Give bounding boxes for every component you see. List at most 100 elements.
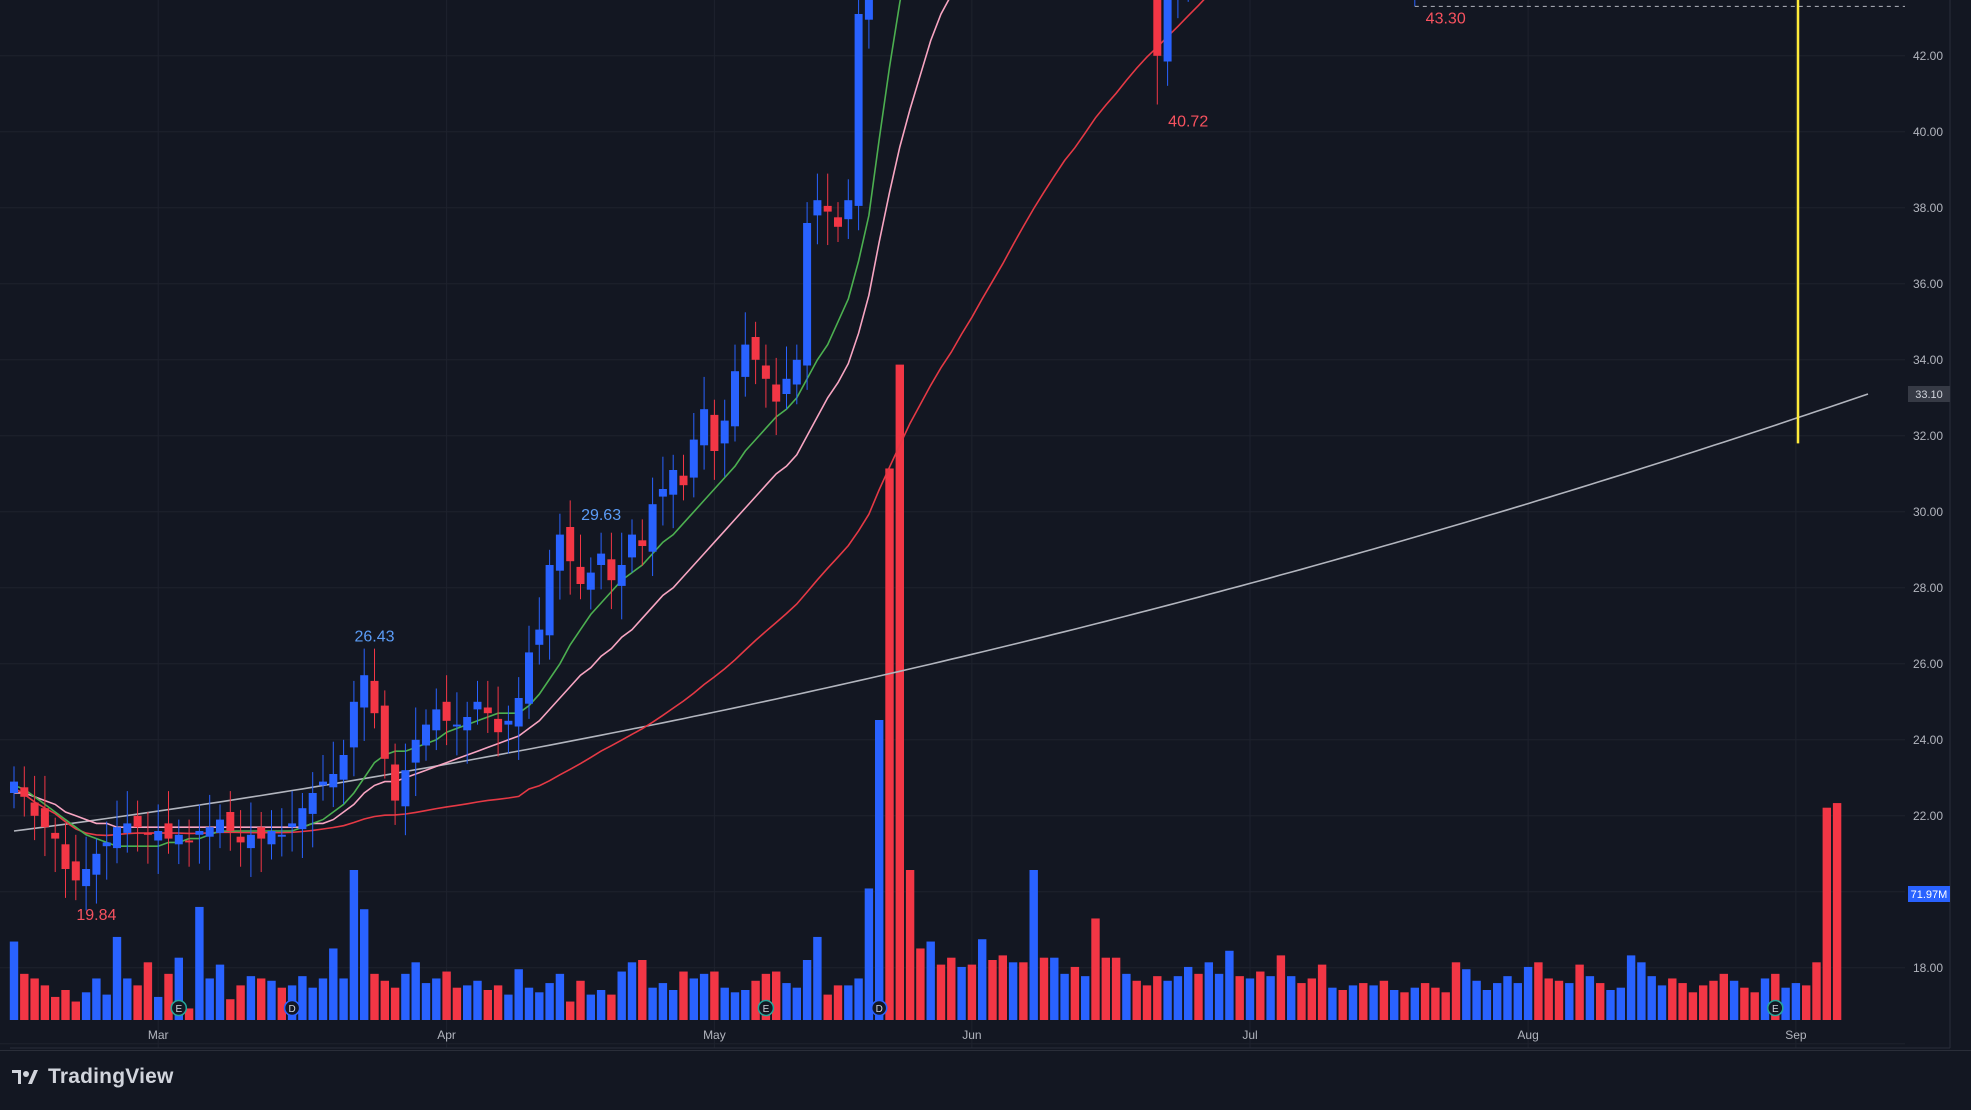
candle-body — [514, 698, 523, 727]
candle-body — [216, 819, 224, 833]
volume-bar — [1142, 985, 1152, 1020]
candle-body — [658, 489, 667, 497]
volume-bar — [772, 971, 781, 1020]
price-tick-label: 26.00 — [1913, 657, 1943, 671]
volume-bar — [40, 985, 50, 1020]
candle-body — [566, 527, 575, 562]
time-axis[interactable]: Mar Apr May Jun Jul Aug Sep — [148, 1028, 1807, 1042]
volume-bar — [1647, 976, 1656, 1020]
volume-bar — [720, 987, 729, 1020]
volume-bar — [164, 973, 173, 1020]
volume-bar — [401, 973, 410, 1020]
tradingview-logo[interactable]: TradingView — [12, 1065, 174, 1089]
month-label: Jun — [962, 1028, 981, 1042]
volume-bar — [1420, 983, 1430, 1020]
volume-bar — [1153, 976, 1162, 1020]
sma200-line — [13, 393, 1869, 832]
candle-body — [123, 823, 132, 833]
volume-bar — [998, 955, 1007, 1020]
volume-bar — [947, 957, 956, 1020]
month-label: Mar — [148, 1028, 169, 1042]
volume-bar — [844, 985, 853, 1020]
volume-bar — [607, 994, 616, 1020]
volume-bar — [1060, 973, 1069, 1020]
volume-bar — [1101, 957, 1110, 1020]
candle-body — [308, 793, 317, 814]
price-tick-label: 18.00 — [1913, 961, 1943, 975]
candle-body — [82, 869, 91, 887]
volume-bar — [20, 973, 29, 1020]
volume-bar — [792, 987, 801, 1020]
volume-bar — [1781, 987, 1790, 1020]
candle-body — [185, 840, 194, 843]
volume-bar — [1317, 964, 1327, 1020]
grid-lines — [0, 0, 1951, 1049]
volume-bar — [1771, 973, 1780, 1020]
low-label-19: 19.84 — [76, 907, 116, 924]
volume-bar — [854, 978, 863, 1020]
volume-bar — [432, 978, 441, 1020]
candle-body — [494, 718, 503, 733]
price-tick-label: 36.00 — [1913, 277, 1943, 291]
volume-bar — [658, 983, 668, 1020]
volume-bar — [967, 964, 977, 1020]
volume-bar — [81, 992, 91, 1020]
volume-bar — [390, 987, 400, 1020]
volume-bar — [1513, 983, 1522, 1020]
candle-body — [689, 439, 698, 478]
candle-body — [731, 371, 739, 427]
volume-bar — [1544, 978, 1553, 1020]
candle-body — [205, 827, 214, 837]
candle-body — [504, 720, 513, 725]
volume-bar — [1359, 983, 1368, 1020]
moving-averages — [13, 0, 1869, 848]
volume-bar — [1822, 807, 1831, 1020]
candle-body — [772, 384, 781, 402]
volume-bar — [370, 973, 379, 1020]
volume-bar — [916, 948, 925, 1020]
candle-body — [751, 337, 760, 360]
volume-bar — [905, 870, 915, 1020]
candle-body — [669, 470, 678, 495]
candle-body — [370, 680, 379, 714]
candle-body — [329, 774, 338, 788]
candle-body — [617, 565, 626, 586]
volume-bar — [823, 994, 832, 1020]
volume-bar — [411, 962, 420, 1020]
volume-bar — [1297, 983, 1306, 1020]
sma200-badge-value: 33.10 — [1915, 389, 1943, 401]
volume-bar — [1791, 983, 1801, 1020]
volume-bar — [957, 966, 966, 1020]
volume-bar — [102, 994, 111, 1020]
swing-label-26: 26.43 — [354, 628, 394, 645]
candle-body — [40, 808, 49, 828]
candle-body — [1153, 0, 1162, 56]
event-marker-letter: E — [175, 1004, 182, 1015]
volume-bar — [349, 870, 359, 1020]
candle-body — [102, 842, 111, 847]
price-axis[interactable]: 42.00 40.00 38.00 36.00 34.00 32.00 30.00 28.00… — [1913, 49, 1943, 975]
candle-body — [628, 534, 636, 558]
price-tick-label: 22.00 — [1913, 809, 1943, 823]
candle-body — [607, 559, 616, 581]
volume-bar — [184, 1008, 194, 1020]
volume-bar — [1493, 983, 1502, 1020]
volume-bar — [9, 941, 19, 1020]
event-marker-letter: D — [288, 1004, 295, 1015]
candle-body — [51, 832, 60, 839]
candle-body — [473, 701, 482, 710]
candle-body — [854, 14, 863, 206]
event-marker-D — [283, 999, 301, 1017]
candle-body — [834, 217, 842, 227]
candle-body — [782, 378, 791, 394]
candle-body — [700, 409, 709, 446]
candle-body — [277, 834, 286, 837]
volume-bar — [566, 1001, 575, 1020]
volume-bar — [1565, 983, 1574, 1020]
volume-bar — [123, 978, 132, 1020]
volume-bar — [1184, 966, 1193, 1020]
volume-bar — [267, 980, 276, 1020]
candle-body — [30, 802, 39, 816]
